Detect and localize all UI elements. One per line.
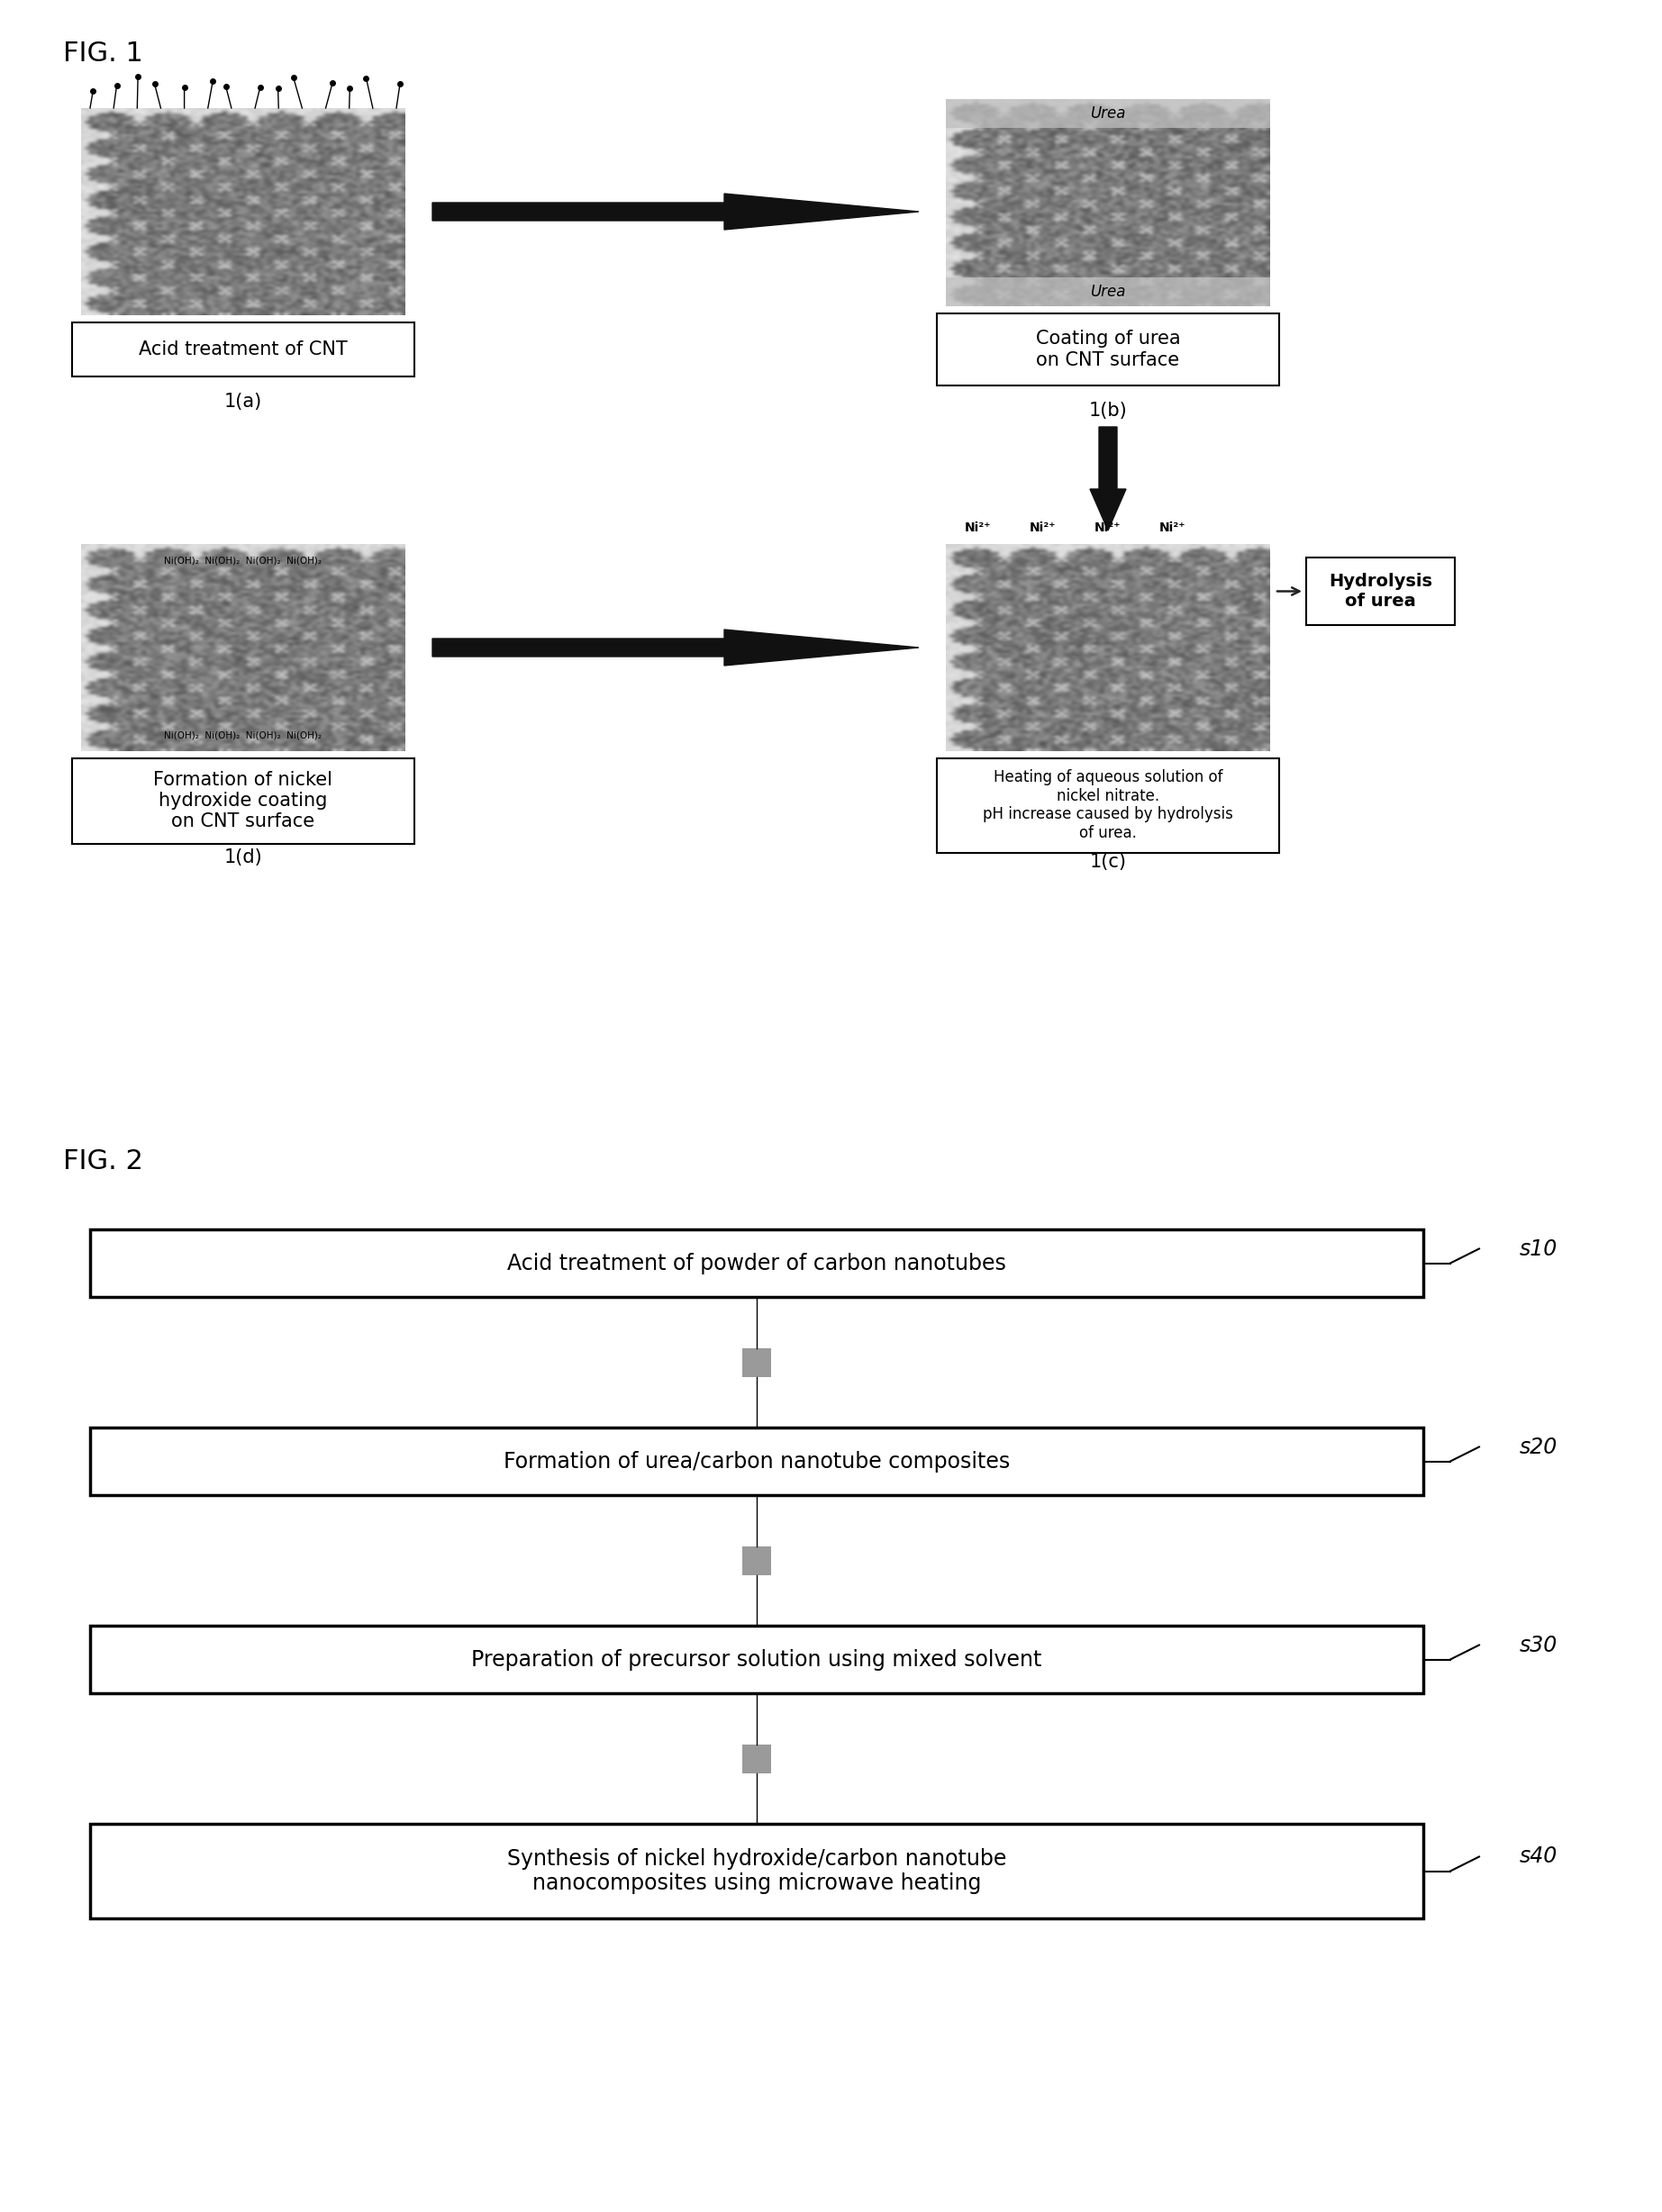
Bar	[90, 1230, 1423, 1296]
Text: Ni²⁺: Ni²⁺	[1095, 522, 1122, 533]
Polygon shape	[432, 195, 919, 230]
Text: Ni(OH)₂  Ni(OH)₂  Ni(OH)₂  Ni(OH)₂: Ni(OH)₂ Ni(OH)₂ Ni(OH)₂ Ni(OH)₂	[165, 730, 322, 739]
Bar	[743, 1347, 771, 1376]
Bar	[946, 100, 1270, 128]
Text: Ni²⁺: Ni²⁺	[1160, 522, 1187, 533]
Bar	[937, 314, 1280, 385]
Text: Acid treatment of powder of carbon nanotubes: Acid treatment of powder of carbon nanot…	[507, 1252, 1006, 1274]
Text: s40: s40	[1519, 1845, 1557, 1867]
Text: Formation of urea/carbon nanotube composites: Formation of urea/carbon nanotube compos…	[504, 1451, 1010, 1473]
Bar	[71, 323, 414, 376]
Bar	[743, 1743, 771, 1774]
Bar	[743, 1546, 771, 1575]
Bar	[71, 759, 414, 845]
Text: Heating of aqueous solution of
nickel nitrate.
pH increase caused by hydrolysis
: Heating of aqueous solution of nickel ni…	[982, 770, 1233, 841]
Text: s20: s20	[1519, 1436, 1557, 1458]
Bar	[90, 1825, 1423, 1918]
Polygon shape	[1090, 427, 1127, 531]
Text: Ni²⁺: Ni²⁺	[1030, 522, 1057, 533]
Text: 1(a): 1(a)	[224, 394, 263, 411]
Text: Ni²⁺: Ni²⁺	[966, 522, 992, 533]
Bar	[90, 1626, 1423, 1692]
Text: Coating of urea
on CNT surface: Coating of urea on CNT surface	[1035, 330, 1180, 369]
Text: Synthesis of nickel hydroxide/carbon nanotube
nanocomposites using microwave hea: Synthesis of nickel hydroxide/carbon nan…	[507, 1847, 1007, 1893]
Bar	[1306, 557, 1454, 626]
Text: s10: s10	[1519, 1239, 1557, 1259]
Text: s30: s30	[1519, 1635, 1557, 1657]
Text: 1(c): 1(c)	[1090, 854, 1127, 872]
Polygon shape	[432, 630, 919, 666]
Bar	[946, 276, 1270, 305]
Text: FIG. 1: FIG. 1	[63, 40, 143, 66]
Text: Urea: Urea	[1090, 283, 1125, 301]
Bar	[937, 759, 1280, 854]
Text: 1(b): 1(b)	[1089, 403, 1127, 420]
Text: 1(d): 1(d)	[224, 849, 263, 867]
Text: Hydrolysis
of urea: Hydrolysis of urea	[1328, 573, 1433, 611]
Text: Urea: Urea	[1090, 106, 1125, 122]
Text: Preparation of precursor solution using mixed solvent: Preparation of precursor solution using …	[472, 1648, 1042, 1670]
Text: Acid treatment of CNT: Acid treatment of CNT	[140, 341, 347, 358]
Text: Ni(OH)₂  Ni(OH)₂  Ni(OH)₂  Ni(OH)₂: Ni(OH)₂ Ni(OH)₂ Ni(OH)₂ Ni(OH)₂	[165, 555, 322, 564]
Text: FIG. 2: FIG. 2	[63, 1148, 143, 1175]
Bar	[90, 1427, 1423, 1495]
Text: Formation of nickel
hydroxide coating
on CNT surface: Formation of nickel hydroxide coating on…	[153, 770, 332, 830]
